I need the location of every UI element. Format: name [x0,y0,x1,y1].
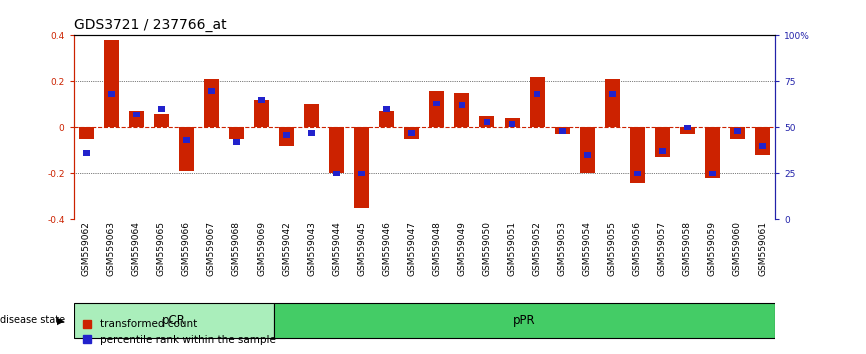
Bar [604,79,620,127]
Bar [659,148,666,154]
Bar [430,91,444,127]
Bar [283,132,290,138]
Text: pPR: pPR [514,314,536,327]
Bar [734,128,741,134]
Text: ▶: ▶ [57,315,65,325]
Bar [584,152,591,158]
Bar [183,137,190,143]
Bar [409,130,415,136]
Text: GDS3721 / 237766_at: GDS3721 / 237766_at [74,18,226,32]
Bar [204,79,219,127]
Bar [359,171,365,176]
Bar [107,91,114,97]
Bar [709,171,716,176]
Bar [304,104,320,127]
Text: disease state: disease state [0,315,68,325]
Bar [179,127,194,171]
Bar [434,101,440,107]
Bar [329,127,344,173]
Bar [630,127,645,183]
Bar [755,127,770,155]
Bar [684,125,691,130]
Bar [333,171,340,176]
Bar [705,127,720,178]
Bar [609,91,616,97]
Bar [480,116,494,127]
Bar [129,111,144,127]
Bar [533,91,540,97]
Bar [404,127,419,139]
FancyBboxPatch shape [274,303,775,338]
Bar [505,118,520,127]
Bar [154,114,169,127]
Bar [233,139,240,145]
Bar [279,127,294,146]
Bar [634,171,641,176]
Bar [483,119,490,125]
Bar [308,130,315,136]
Bar [379,111,394,127]
Bar [559,128,565,134]
Bar [158,106,165,112]
Bar [680,127,695,134]
Text: pCR: pCR [162,314,185,327]
Bar [455,93,469,127]
Bar [655,127,670,157]
Bar [132,112,139,118]
Bar [384,106,391,112]
Legend: transformed count, percentile rank within the sample: transformed count, percentile rank withi… [79,315,280,349]
Bar [529,77,545,127]
Bar [554,127,570,134]
FancyBboxPatch shape [74,303,274,338]
Bar [508,121,515,127]
Bar [730,127,745,139]
Bar [254,100,269,127]
Bar [258,97,265,103]
Bar [229,127,244,139]
Bar [79,127,94,139]
Bar [208,88,215,93]
Bar [759,143,766,149]
Bar [579,127,595,173]
Bar [104,40,119,127]
Bar [83,150,89,156]
Bar [354,127,369,208]
Bar [458,102,465,108]
